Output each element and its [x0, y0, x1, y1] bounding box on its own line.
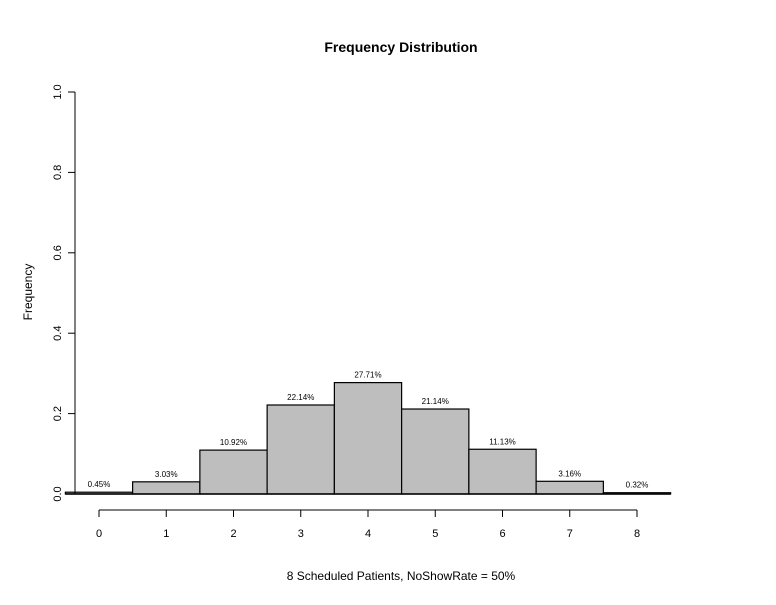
bar-6 [468, 448, 537, 495]
x-tick-label-2: 2 [230, 528, 236, 540]
x-tick-label-3: 3 [298, 528, 304, 540]
bar-2 [199, 449, 268, 495]
bar-label-8: 0.32% [626, 481, 649, 490]
x-tick-label-0: 0 [96, 528, 102, 540]
y-tick-label-1.0: 1.0 [52, 84, 64, 99]
x-tick-label-4: 4 [365, 528, 371, 540]
bar-label-5: 21.14% [422, 397, 449, 406]
x-tick-label-8: 8 [634, 528, 640, 540]
x-tick-label-5: 5 [432, 528, 438, 540]
x-tick-label-6: 6 [499, 528, 505, 540]
x-axis-label: 8 Scheduled Patients, NoShowRate = 50% [287, 569, 516, 583]
x-tick-label-7: 7 [567, 528, 573, 540]
x-axis: 0 1 2 3 4 5 6 7 8 [96, 509, 640, 540]
bar-7 [535, 480, 604, 495]
bar-4 [333, 382, 403, 495]
y-tick-label-0.8: 0.8 [52, 165, 64, 180]
chart-title: Frequency Distribution [324, 39, 477, 55]
y-tick-label-0.2: 0.2 [52, 406, 64, 421]
bar-label-1: 3.03% [155, 470, 178, 479]
bar-label-0: 0.45% [88, 480, 111, 489]
x-tick-label-1: 1 [163, 528, 169, 540]
bar-1 [132, 481, 201, 495]
bar-label-6: 11.13% [489, 437, 516, 446]
y-axis-label: Frequency [21, 264, 35, 321]
y-tick-label-0.6: 0.6 [52, 245, 64, 260]
bars-group: 0.45% 3.03% 10.92% 22.14% 27.71% 21.14% 11.13%… [64, 371, 672, 495]
bar-label-7: 3.16% [558, 469, 581, 478]
bar-label-3: 22.14% [287, 393, 314, 402]
y-axis: 0.0 0.2 0.4 0.6 0.8 1.0 [52, 84, 76, 502]
y-tick-label-0.0: 0.0 [52, 486, 64, 501]
bar-label-2: 10.92% [220, 438, 247, 447]
bar-label-4: 27.71% [354, 371, 381, 380]
y-tick-label-0.4: 0.4 [52, 326, 64, 341]
bar-5 [401, 408, 470, 495]
bar-3 [266, 404, 335, 495]
